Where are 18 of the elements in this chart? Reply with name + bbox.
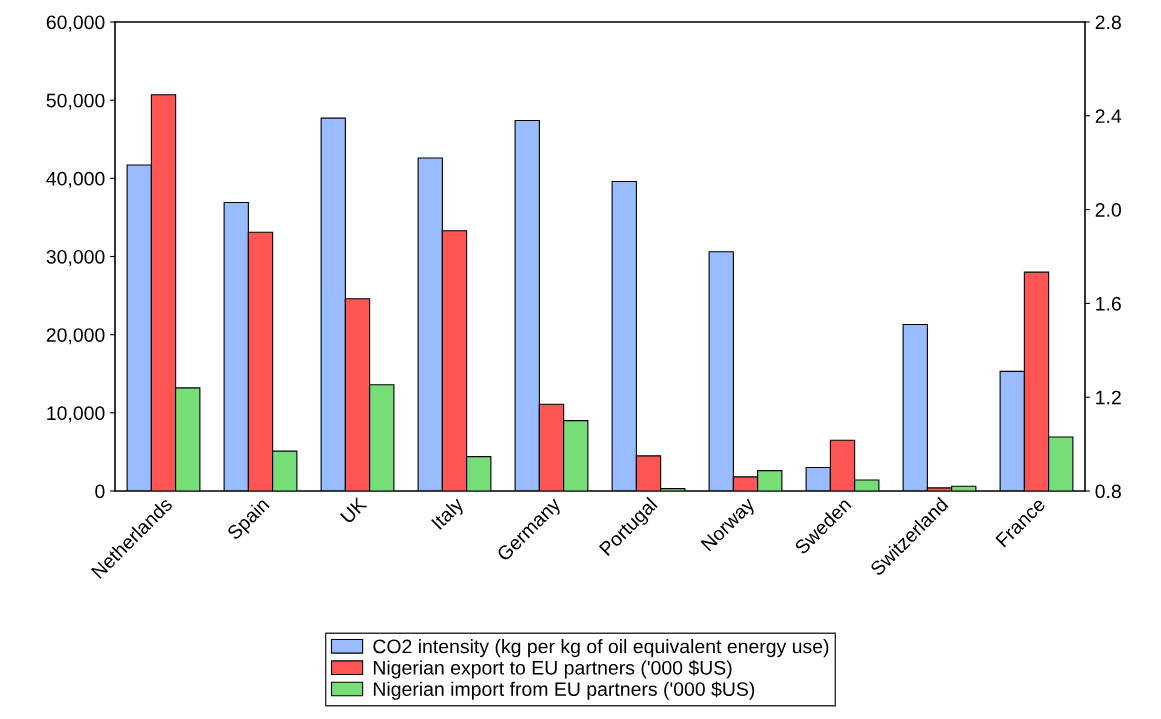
y2-tick-label: 2.8: [1095, 15, 1121, 30]
legend-label: CO2 intensity (kg per kg of oil equivalent energy use): [373, 639, 829, 658]
y2-tick-label: 2.0: [1095, 203, 1121, 217]
y-tick-label: 30,000: [46, 249, 105, 267]
x-tick-label: UK: [339, 496, 368, 524]
y2-tick-label: 1.6: [1096, 296, 1121, 311]
y-tick-label: 10,000: [47, 406, 105, 423]
y-tick-label: 50,000: [46, 93, 105, 110]
y-tick-label: 20,000: [46, 328, 105, 345]
y-tick-label: 60,000: [46, 15, 105, 32]
y2-tick-label: 1.2: [1096, 390, 1121, 405]
y2-tick-label: 2.4: [1095, 109, 1122, 123]
legend-label: Nigerian export to EU partners ('000 $US): [373, 660, 732, 679]
y-tick-label: 0: [95, 484, 105, 499]
x-tick-label: Italy: [430, 495, 468, 533]
y2-tick-label: 0.8: [1095, 484, 1121, 499]
y-tick-label: 40,000: [46, 171, 105, 188]
legend-label: Nigerian import from EU partners ('000 $US): [373, 681, 755, 700]
